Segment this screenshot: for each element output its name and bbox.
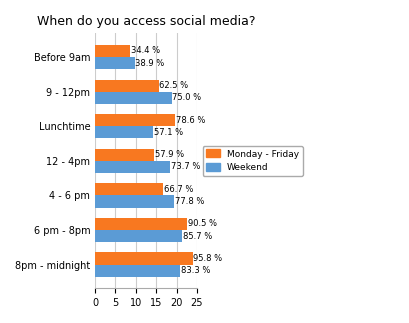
Bar xyxy=(95,253,192,265)
Bar xyxy=(95,149,154,161)
Text: 77.8 %: 77.8 % xyxy=(175,197,204,206)
Text: 34.4 %: 34.4 % xyxy=(130,47,160,56)
Legend: Monday - Friday, Weekend: Monday - Friday, Weekend xyxy=(202,146,302,176)
Text: 75.0 %: 75.0 % xyxy=(172,93,201,102)
Text: 73.7 %: 73.7 % xyxy=(171,162,200,172)
Text: 66.7 %: 66.7 % xyxy=(163,185,193,194)
Text: 38.9 %: 38.9 % xyxy=(135,58,164,68)
Text: 57.9 %: 57.9 % xyxy=(154,150,183,159)
Bar xyxy=(95,183,163,195)
Bar xyxy=(95,265,180,277)
Title: When do you access social media?: When do you access social media? xyxy=(37,15,255,28)
Bar xyxy=(95,218,187,230)
Bar xyxy=(95,79,158,92)
Text: 62.5 %: 62.5 % xyxy=(159,81,188,90)
Bar xyxy=(95,114,175,126)
Text: 90.5 %: 90.5 % xyxy=(187,219,216,228)
Bar xyxy=(95,195,174,207)
Text: 95.8 %: 95.8 % xyxy=(193,254,222,263)
Bar xyxy=(95,126,153,138)
Text: 83.3 %: 83.3 % xyxy=(180,266,209,275)
Bar xyxy=(95,161,170,173)
Bar xyxy=(95,57,135,69)
Bar xyxy=(95,230,182,242)
Text: 85.7 %: 85.7 % xyxy=(182,232,212,241)
Bar xyxy=(95,92,171,104)
Bar xyxy=(95,45,130,57)
Text: 57.1 %: 57.1 % xyxy=(153,128,182,137)
Text: 78.6 %: 78.6 % xyxy=(175,116,204,125)
